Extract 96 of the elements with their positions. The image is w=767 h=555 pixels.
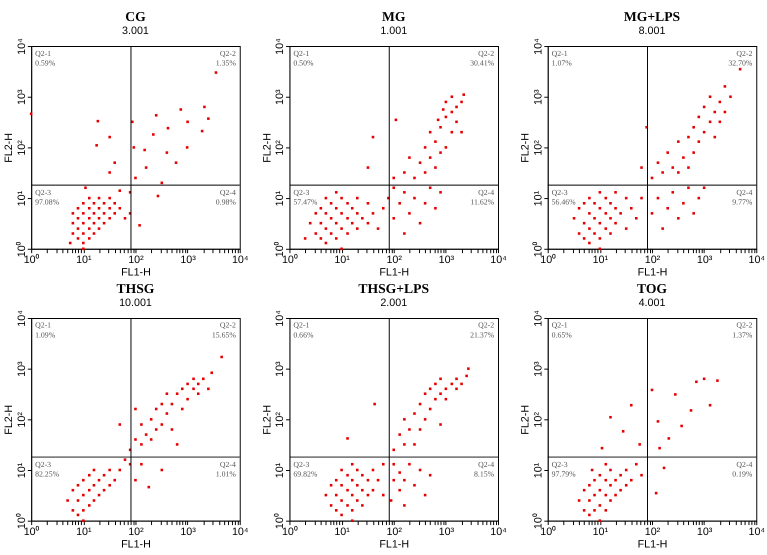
chart-title: THSG+LPS [358,281,430,296]
y-tick-label: 10² [16,140,28,156]
y-axis-title: FL2-H [261,133,274,163]
y-tick-label: 10⁴ [16,310,28,327]
y-tick-label: 10³ [532,360,544,377]
x-tick-label: 10² [128,254,144,266]
x-tick-label: 10⁴ [490,526,508,538]
annotation: Q2-1 0.65% [552,320,572,340]
y-tick-label: 10¹ [16,190,28,206]
y-tick-label: 10⁴ [274,38,286,55]
x-tick-label: 10¹ [592,254,609,266]
annotation: Q2-4 0.98% [216,188,236,207]
annotation: Q2-3 97.79% [552,460,576,479]
annotation: Q2-1 0.66% [293,320,314,340]
annotation: Q2-2 30.41% [470,48,495,68]
x-tick-label: 10⁴ [232,254,249,266]
x-tick-label: 10⁴ [748,526,766,538]
y-axis-title: FL2-H [520,404,532,435]
annotation: Q2-3 57.47% [293,188,318,207]
chart-subtitle: 10.001 [119,296,152,309]
y-tick-label: 10² [16,412,28,428]
annotation: Q2-2 21.37% [470,320,495,340]
annotation: Q2-2 32.70% [728,48,753,68]
y-tick-label: 10⁴ [532,310,544,327]
annotation: Q2-3 56.46% [552,188,576,207]
chart-title: MG [382,9,406,24]
annotation: Q2-4 1.01% [216,460,236,479]
y-tick-label: 10¹ [532,190,544,206]
chart-title: MG+LPS [624,9,680,24]
y-tick-label: 10³ [274,89,286,105]
x-tick-label: 10¹ [592,526,609,538]
y-tick-label: 10³ [532,89,544,105]
annotation: Q2-4 9.77% [732,188,753,207]
chart-subtitle: 3.001 [122,24,149,37]
x-tick-label: 10¹ [76,526,92,538]
annotation: Q2-1 1.07% [552,48,572,68]
x-tick-label: 10² [386,526,402,538]
y-tick-label: 10⁴ [274,310,286,327]
chart-title: CG [125,9,146,24]
x-axis-title: FL1-H [121,266,151,279]
x-tick-label: 10³ [438,254,455,266]
chart-title: TOG [636,281,668,296]
y-tick-label: 10¹ [274,462,286,478]
x-tick-label: 10² [386,254,402,266]
annotation: Q2-1 0.59% [35,48,56,68]
y-tick-label: 10² [532,140,544,156]
y-tick-label: 10¹ [532,462,544,478]
x-axis-title: FL1-H [638,538,668,550]
x-tick-label: 10⁴ [490,254,508,266]
x-axis-title: FL1-H [121,538,151,550]
annotation: Q2-3 82.25% [35,460,60,479]
y-tick-label: 10⁴ [532,38,544,55]
y-tick-label: 10⁴ [16,38,28,55]
x-tick-label: 10³ [696,526,713,538]
chart-title: THSG [116,281,155,296]
annotation: Q2-4 0.19% [732,460,753,479]
x-tick-label: 10² [644,254,661,266]
annotation: Q2-2 1.37% [732,320,753,340]
y-axis-title: FL2-H [520,133,532,163]
x-tick-label: 10⁴ [748,254,766,266]
chart-subtitle: 4.001 [638,296,666,309]
x-tick-label: 10² [128,526,144,538]
annotation: Q2-1 1.09% [35,320,56,340]
x-axis-title: FL1-H [379,266,410,279]
y-tick-label: 10³ [16,360,28,377]
annotation: Q2-3 69.82% [293,460,318,479]
x-tick-label: 10² [644,526,661,538]
y-axis-title: FL2-H [261,404,274,435]
x-tick-label: 10³ [438,526,455,538]
y-tick-label: 10¹ [16,462,28,478]
y-axis-title: FL2-H [3,404,16,435]
annotation: Q2-4 11.62% [470,188,495,207]
x-tick-label: 10⁴ [232,526,249,538]
y-tick-label: 10³ [274,360,286,377]
annotation: Q2-2 1.35% [216,48,236,68]
chart-subtitle: 1.001 [380,24,408,37]
x-tick-label: 10¹ [76,254,92,266]
annotation: Q2-2 15.65% [212,320,236,340]
y-tick-label: 10² [274,412,286,428]
y-tick-label: 10² [274,140,286,156]
x-tick-label: 10³ [180,526,196,538]
y-tick-label: 10² [532,412,544,428]
y-axis-title: FL2-H [3,133,16,163]
x-axis-title: FL1-H [638,266,668,279]
x-tick-label: 10¹ [334,526,350,538]
annotation: Q2-3 97.08% [35,188,60,207]
chart-subtitle: 2.001 [380,296,408,309]
annotation: Q2-1 0.50% [293,48,314,68]
x-tick-label: 10¹ [334,254,350,266]
x-tick-label: 10³ [696,254,713,266]
annotation: Q2-4 8.15% [474,460,495,479]
y-tick-label: 10³ [16,89,28,105]
x-tick-label: 10³ [180,254,196,266]
chart-subtitle: 8.001 [638,24,666,37]
x-axis-title: FL1-H [379,538,410,550]
y-tick-label: 10¹ [274,190,286,206]
